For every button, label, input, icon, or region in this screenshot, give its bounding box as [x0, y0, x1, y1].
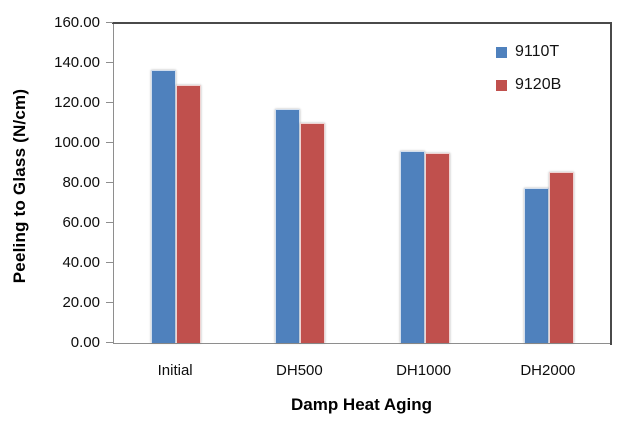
legend: 9110T 9120B — [496, 43, 561, 94]
bar-9110t-dh2000 — [523, 188, 549, 343]
y-tick-mark — [106, 302, 113, 303]
y-tick-mark — [106, 222, 113, 223]
plot-area — [113, 23, 611, 344]
y-tick-mark — [106, 102, 113, 103]
bar-9120b-initial — [176, 85, 202, 343]
x-tick-label: DH500 — [276, 362, 323, 379]
y-tick-label: 20.00 — [62, 294, 100, 311]
bar-9120b-dh2000 — [548, 172, 574, 343]
y-tick-label: 40.00 — [62, 254, 100, 271]
legend-swatch-9110t — [496, 46, 507, 58]
y-tick-mark — [106, 262, 113, 263]
x-tick-label: DH2000 — [520, 362, 576, 379]
legend-item-9120b: 9120B — [496, 76, 561, 94]
y-tick-label: 140.00 — [54, 54, 100, 71]
bar-9110t-dh1000 — [399, 151, 425, 343]
y-tick-mark — [106, 62, 113, 63]
x-tick-label: Initial — [157, 362, 193, 379]
legend-swatch-9120b — [496, 79, 507, 91]
y-tick-label: 100.00 — [54, 134, 100, 151]
bar-9110t-dh500 — [275, 109, 301, 343]
y-tick-mark — [106, 342, 113, 343]
y-tick-label: 120.00 — [54, 94, 100, 111]
x-tick-label: DH1000 — [396, 362, 452, 379]
y-tick-mark — [106, 22, 113, 23]
legend-label-9110t: 9110T — [515, 43, 560, 60]
x-axis-title: Damp Heat Aging — [290, 395, 433, 414]
legend-item-9110t: 9110T — [496, 43, 561, 61]
y-tick-label: 0.00 — [70, 334, 100, 351]
y-tick-mark — [106, 182, 113, 183]
bar-9120b-dh1000 — [424, 153, 450, 343]
bar-9120b-dh500 — [300, 123, 326, 343]
y-tick-mark — [106, 142, 113, 143]
bar-9110t-initial — [151, 70, 177, 343]
legend-label-9120b: 9120B — [515, 76, 562, 93]
y-tick-label: 60.00 — [62, 214, 100, 231]
y-tick-label: 80.00 — [62, 174, 100, 191]
y-tick-label: 160.00 — [54, 14, 100, 31]
